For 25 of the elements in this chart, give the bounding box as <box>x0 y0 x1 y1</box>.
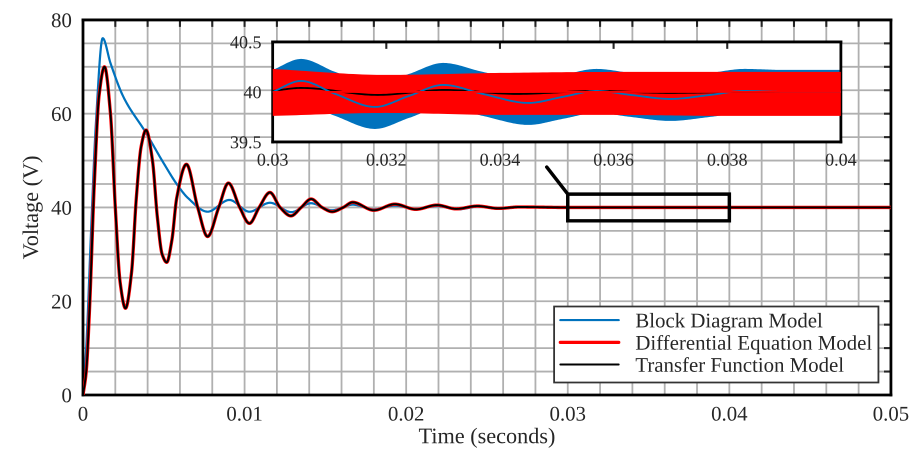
y-tick-label: 20 <box>52 294 72 309</box>
y-tick-label: 39.5 <box>230 136 261 148</box>
x-tick-label: 0.04 <box>826 154 856 166</box>
legend-label: Block Diagram Model <box>636 312 822 332</box>
x-axis-title: Time (seconds) <box>418 428 554 448</box>
x-tick-label: 0.04 <box>712 406 748 421</box>
y-tick-label: 80 <box>52 13 72 28</box>
x-tick-label: 0.01 <box>227 406 262 421</box>
x-tick-label: 0.032 <box>366 154 406 166</box>
y-tick-label: 40.5 <box>230 36 261 48</box>
x-tick-label: 0 <box>78 406 88 421</box>
x-tick-label: 0.03 <box>258 154 288 166</box>
x-tick-label: 0.03 <box>550 406 586 421</box>
x-tick-label: 0.038 <box>708 154 747 166</box>
x-tick-label: 0.02 <box>388 406 424 421</box>
y-tick-label: 0 <box>62 388 72 402</box>
legend-label: Transfer Function Model <box>636 357 844 372</box>
legend-label: Differential Equation Model <box>636 334 872 354</box>
x-tick-label: 0.034 <box>480 154 520 166</box>
y-tick-label: 40 <box>244 86 261 98</box>
y-tick-label: 60 <box>52 107 72 122</box>
x-tick-label: 0.05 <box>874 406 908 421</box>
y-tick-label: 40 <box>51 200 72 215</box>
y-axis-title: Voltage (V) <box>22 156 43 260</box>
x-tick-label: 0.036 <box>594 154 634 166</box>
